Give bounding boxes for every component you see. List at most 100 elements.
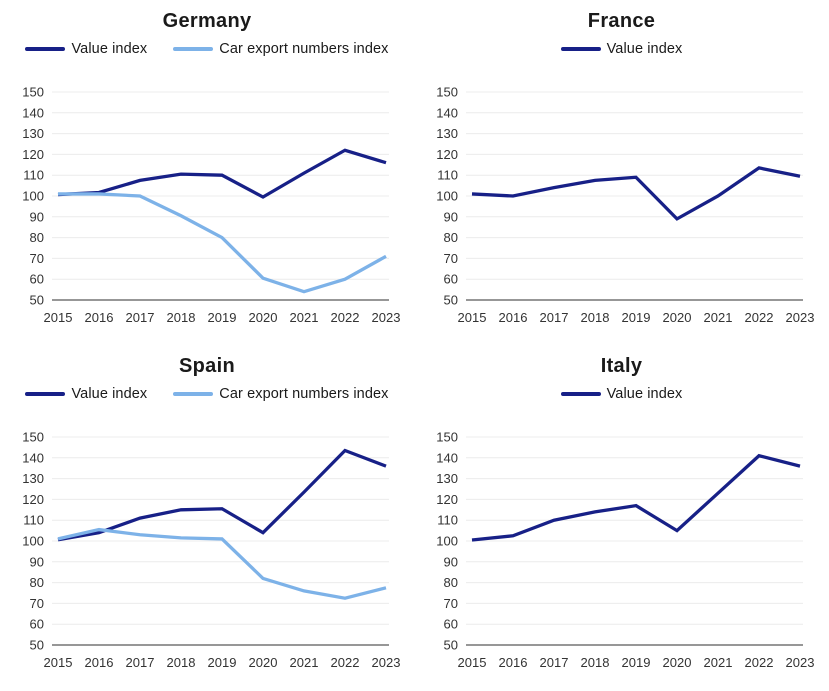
line-chart: 50 60 70 80 90 100 110 120 130 140 150 2015 2016 2017… (22, 85, 401, 326)
x-tick-label: 2020 (249, 310, 278, 325)
legend-item: Value index (560, 386, 683, 402)
x-tick-label: 2020 (663, 655, 692, 670)
x-tick-label: 2016 (85, 310, 114, 325)
line-chart: 50 60 70 80 90 100 110 120 130 140 150 2015 2016 2017… (436, 430, 815, 671)
y-tick-label: 50 (444, 293, 458, 308)
y-tick-label: 140 (436, 450, 458, 465)
line-chart: 50 60 70 80 90 100 110 120 130 140 150 2015 2016 2017… (22, 430, 401, 671)
chart-title: France (587, 10, 656, 32)
x-tick-label: 2015 (44, 655, 73, 670)
x-tick-label: 2017 (126, 310, 155, 325)
y-tick-label: 50 (30, 638, 44, 653)
legend-item: Value index (25, 41, 147, 57)
y-tick-label: 60 (444, 617, 458, 632)
gridlines (52, 91, 389, 301)
x-tick-label: 2022 (745, 310, 774, 325)
y-tick-label: 120 (22, 147, 44, 162)
x-axis-labels: 2015 2016 2017 2018 2019 2020 2021 2022 2023 (44, 310, 401, 325)
x-tick-label: 2021 (704, 655, 733, 670)
y-tick-label: 60 (444, 272, 458, 287)
legend-item: Value index (25, 386, 147, 402)
y-tick-label: 110 (437, 513, 458, 528)
y-tick-label: 60 (30, 272, 44, 287)
y-tick-label: 110 (23, 513, 44, 528)
y-tick-label: 50 (444, 638, 458, 653)
x-tick-label: 2023 (372, 655, 401, 670)
x-tick-label: 2019 (208, 310, 237, 325)
y-tick-label: 150 (22, 85, 44, 100)
y-axis-labels: 50 60 70 80 90 100 110 120 130 140 150 (436, 85, 458, 308)
y-tick-label: 130 (22, 126, 44, 141)
y-axis-labels: 50 60 70 80 90 100 110 120 130 140 150 (436, 430, 458, 653)
legend-item: Value index (560, 41, 683, 57)
series-line-value-index (57, 448, 387, 542)
y-tick-label: 110 (437, 168, 458, 183)
x-tick-label: 2016 (85, 655, 114, 670)
legend-swatch-icon (173, 392, 214, 396)
y-tick-label: 130 (22, 471, 44, 486)
legend-label: Car export numbers index (219, 386, 389, 402)
y-tick-label: 150 (436, 430, 458, 445)
x-tick-label: 2015 (458, 655, 487, 670)
series-line-value-index (471, 166, 801, 221)
x-tick-label: 2021 (290, 655, 319, 670)
x-tick-label: 2020 (249, 655, 278, 670)
y-tick-label: 120 (436, 147, 458, 162)
legend-swatch-icon (25, 47, 66, 51)
chart-title: Germany (162, 10, 252, 32)
x-tick-label: 2022 (745, 655, 774, 670)
y-tick-label: 50 (30, 293, 44, 308)
y-tick-label: 150 (436, 85, 458, 100)
chart-title: Spain (179, 355, 235, 377)
series-line-car-export-numbers-index (57, 527, 387, 600)
y-tick-label: 100 (436, 189, 458, 204)
series-line-car-export-numbers-index (58, 192, 387, 294)
x-tick-label: 2015 (44, 310, 73, 325)
y-tick-label: 110 (23, 168, 44, 183)
x-tick-label: 2017 (540, 655, 569, 670)
legend-label: Value index (71, 386, 148, 402)
gridlines (52, 436, 389, 646)
x-tick-label: 2018 (167, 310, 196, 325)
legend-swatch-icon (560, 392, 601, 396)
y-tick-label: 100 (22, 534, 44, 549)
x-tick-label: 2023 (786, 655, 815, 670)
legend-label: Value index (71, 41, 148, 57)
x-tick-label: 2016 (499, 310, 528, 325)
x-tick-label: 2019 (208, 655, 237, 670)
chart-legend: Value index Car export numbers index (0, 381, 414, 407)
y-tick-label: 70 (30, 596, 44, 611)
y-tick-label: 60 (30, 617, 44, 632)
legend-label: Value index (606, 41, 683, 57)
line-chart: 50 60 70 80 90 100 110 120 130 140 150 2015 2016 2017… (436, 85, 815, 326)
x-tick-label: 2023 (786, 310, 815, 325)
y-tick-label: 140 (22, 105, 44, 120)
y-axis-labels: 50 60 70 80 90 100 110 120 130 140 150 (22, 85, 44, 308)
x-tick-label: 2016 (499, 655, 528, 670)
x-tick-label: 2022 (331, 310, 360, 325)
y-tick-label: 130 (436, 126, 458, 141)
legend-swatch-icon (25, 392, 66, 396)
y-tick-label: 90 (30, 554, 44, 569)
y-tick-label: 80 (30, 575, 44, 590)
gridlines (466, 91, 803, 301)
chart-panel-spain: Spain Value index Car export numbers inde… (0, 345, 414, 691)
x-tick-label: 2018 (581, 655, 610, 670)
y-tick-label: 130 (436, 471, 458, 486)
x-axis-labels: 2015 2016 2017 2018 2019 2020 2021 2022 2023 (458, 310, 815, 325)
x-tick-label: 2021 (704, 310, 733, 325)
y-tick-label: 120 (22, 492, 44, 507)
x-axis-labels: 2015 2016 2017 2018 2019 2020 2021 2022 2023 (44, 655, 401, 670)
x-tick-label: 2019 (622, 655, 651, 670)
x-tick-label: 2017 (540, 310, 569, 325)
y-tick-label: 90 (30, 209, 44, 224)
chart-legend: Value index (414, 36, 829, 62)
y-tick-label: 140 (22, 450, 44, 465)
chart-legend: Value index Car export numbers index (0, 36, 414, 62)
y-tick-label: 150 (22, 430, 44, 445)
legend-label: Car export numbers index (219, 41, 389, 57)
x-tick-label: 2023 (372, 310, 401, 325)
series-line-value-index (57, 148, 387, 199)
x-tick-label: 2018 (167, 655, 196, 670)
